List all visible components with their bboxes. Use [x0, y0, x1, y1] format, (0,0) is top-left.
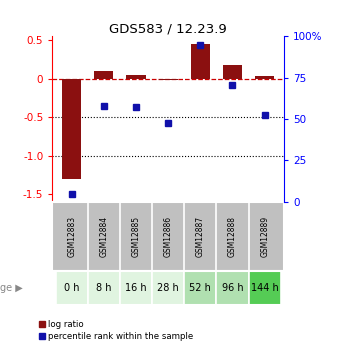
Bar — [255, 76, 274, 79]
Bar — [216, 271, 248, 305]
Text: 52 h: 52 h — [189, 283, 211, 293]
Text: GSM12886: GSM12886 — [164, 216, 173, 257]
Text: GSM12888: GSM12888 — [228, 216, 237, 257]
Text: 96 h: 96 h — [222, 283, 243, 293]
Legend: log ratio, percentile rank within the sample: log ratio, percentile rank within the sa… — [38, 320, 194, 341]
Bar — [94, 71, 114, 79]
Bar — [152, 271, 184, 305]
Text: GSM12884: GSM12884 — [99, 216, 108, 257]
Text: 0 h: 0 h — [64, 283, 79, 293]
Bar — [184, 271, 216, 305]
Text: 144 h: 144 h — [251, 283, 279, 293]
Text: 16 h: 16 h — [125, 283, 147, 293]
Text: GSM12885: GSM12885 — [131, 216, 141, 257]
Bar — [159, 79, 178, 80]
Bar — [62, 79, 81, 179]
Text: age ▶: age ▶ — [0, 283, 22, 293]
Bar — [248, 271, 281, 305]
Bar — [120, 271, 152, 305]
Text: 28 h: 28 h — [157, 283, 179, 293]
Bar — [223, 66, 242, 79]
Text: GSM12887: GSM12887 — [196, 216, 205, 257]
Bar — [88, 271, 120, 305]
Title: GDS583 / 12.23.9: GDS583 / 12.23.9 — [109, 22, 227, 35]
Bar — [126, 75, 146, 79]
Bar — [191, 44, 210, 79]
Text: GSM12883: GSM12883 — [67, 216, 76, 257]
Text: 8 h: 8 h — [96, 283, 112, 293]
Bar — [56, 271, 88, 305]
Text: GSM12889: GSM12889 — [260, 216, 269, 257]
